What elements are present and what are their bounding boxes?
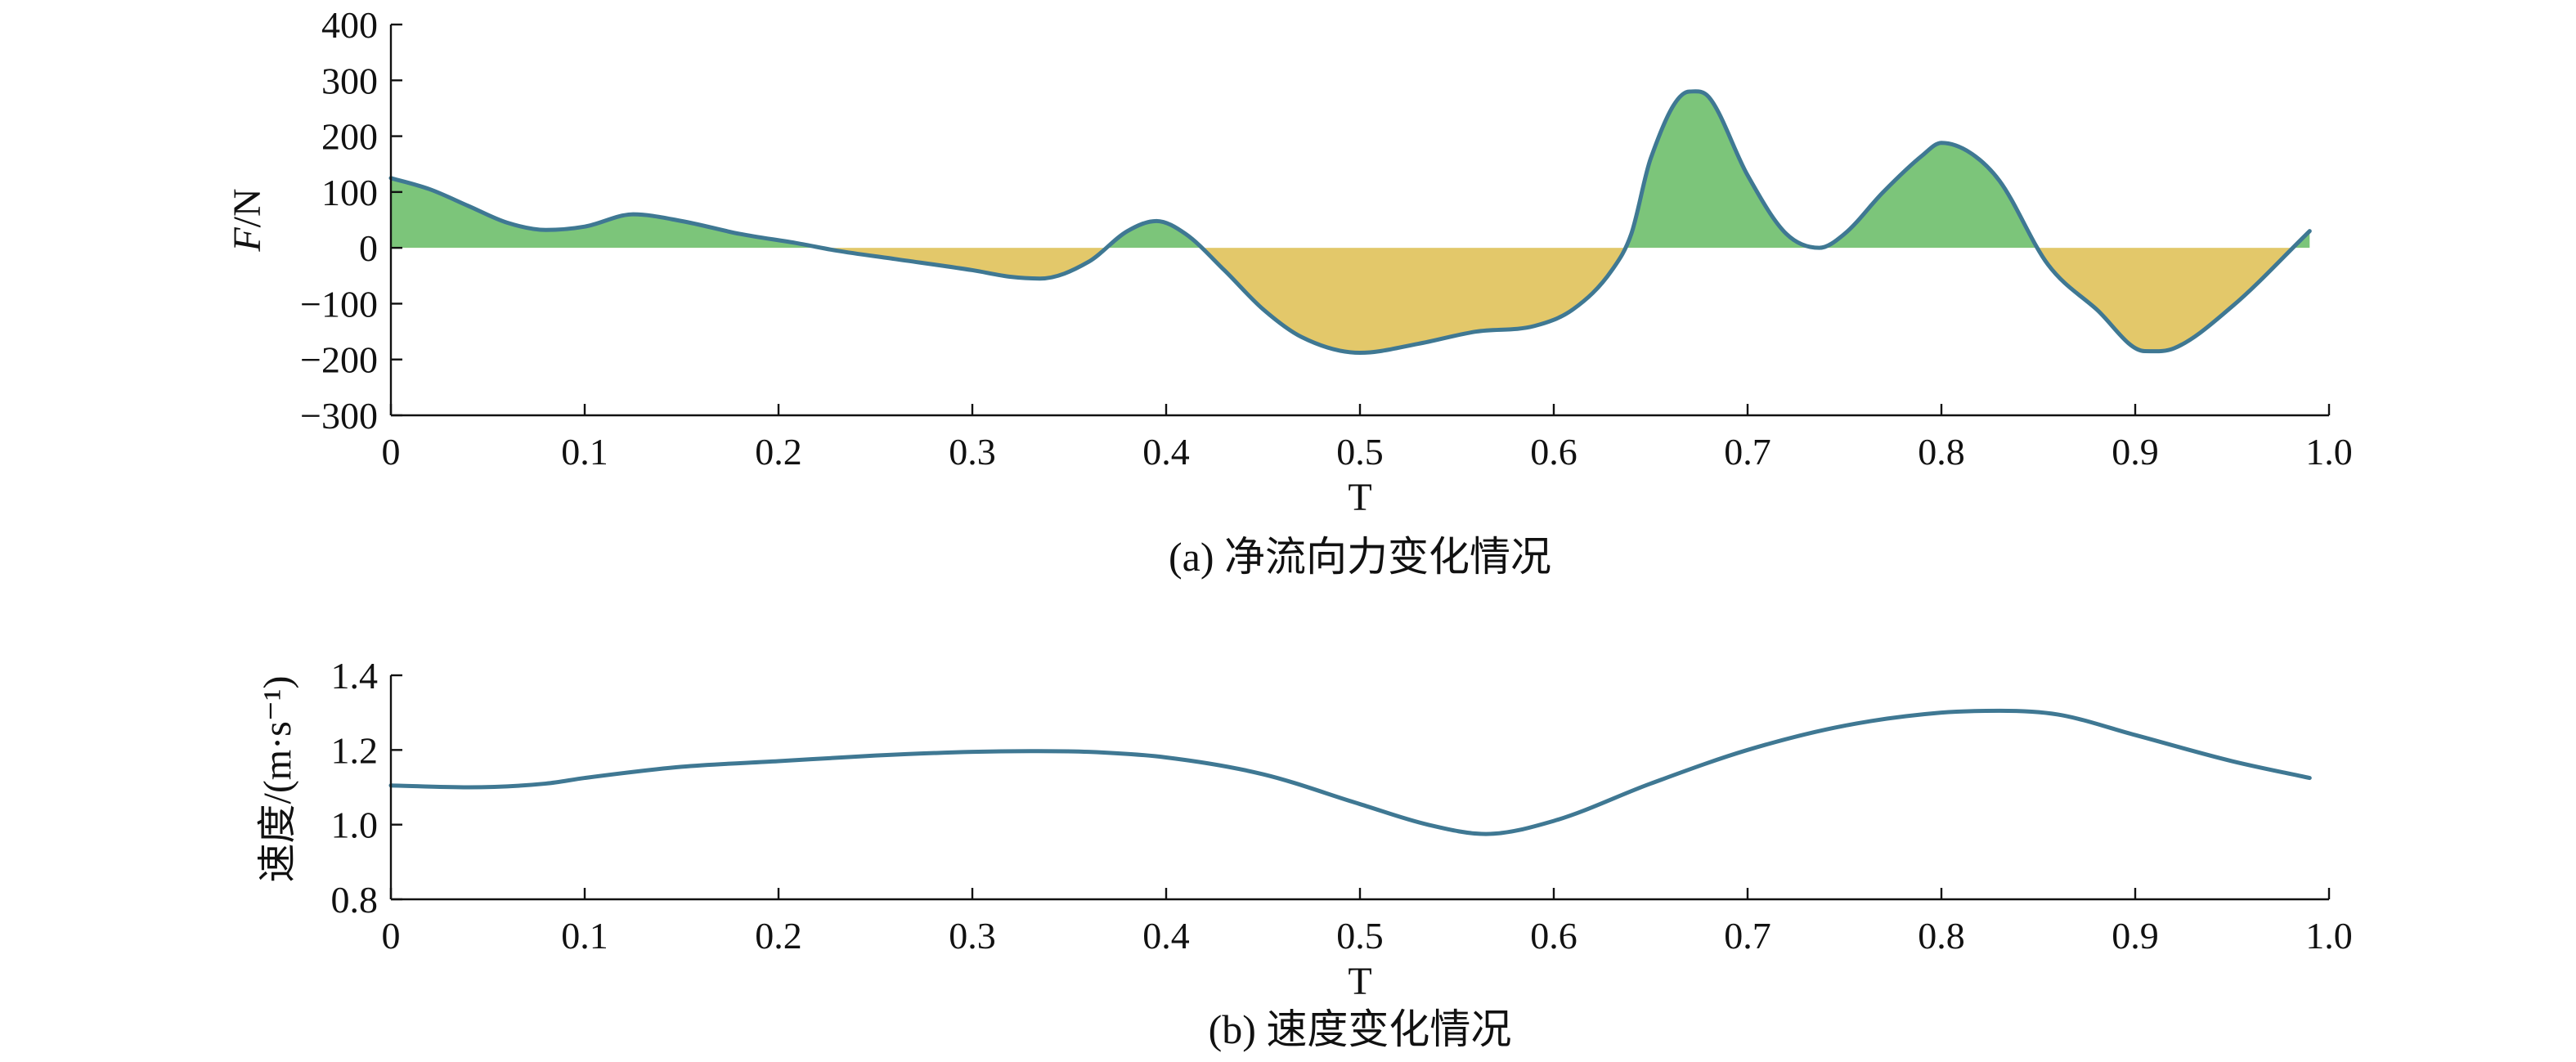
x-tick-label: 0.2 <box>755 431 802 473</box>
velocity-y-axis-title: 速度/(m·s⁻¹) <box>256 675 299 882</box>
y-tick-label: −100 <box>300 283 378 325</box>
y-tick-label: 400 <box>321 4 378 46</box>
x-tick-label: 1.0 <box>2305 915 2353 957</box>
net-force-fill-areas <box>391 91 2310 353</box>
net-force-series-line <box>388 89 2312 356</box>
x-tick-label: 0.4 <box>1142 431 1190 473</box>
net-force-y-ticks: 400 300 200 100 0 −100 −200 −300 <box>300 4 402 437</box>
x-tick-label: 0 <box>382 915 401 957</box>
x-tick-label: 0.1 <box>561 915 608 957</box>
x-tick-label: 0.4 <box>1142 915 1190 957</box>
x-tick-label: 0.2 <box>755 915 802 957</box>
y-tick-label: 0 <box>359 227 378 269</box>
x-tick-label: 0.3 <box>949 915 996 957</box>
velocity-y-ticks: 1.4 1.2 1.0 0.8 <box>331 655 402 921</box>
y-tick-label: −200 <box>300 339 378 381</box>
y-tick-label: 100 <box>321 172 378 213</box>
y-tick-label: 1.4 <box>331 655 379 697</box>
x-tick-label: 0.5 <box>1336 431 1384 473</box>
x-tick-label: 0.7 <box>1724 915 1771 957</box>
negative-force-area <box>821 248 2293 353</box>
x-tick-label: 0.9 <box>2112 915 2159 957</box>
y-tick-label: 1.2 <box>331 729 379 771</box>
velocity-series-line <box>388 708 2312 836</box>
y-tick-label: 200 <box>321 116 378 158</box>
velocity-panel: 1.4 1.2 1.0 0.8 0 0.1 0.2 0.3 0.4 0.5 0.6 0.7 0.8 0.… <box>256 655 2353 1052</box>
x-tick-label: 0.8 <box>1918 915 1965 957</box>
y-tick-label: −300 <box>300 395 378 437</box>
positive-force-area <box>391 91 2310 249</box>
x-tick-label: 0.6 <box>1530 915 1577 957</box>
velocity-x-axis-title: T <box>1348 960 1371 1003</box>
x-tick-label: 1.0 <box>2305 431 2353 473</box>
x-tick-label: 0 <box>382 431 401 473</box>
net-force-y-axis-title: F/N <box>226 188 269 252</box>
y-tick-label: 0.8 <box>331 879 379 921</box>
x-tick-label: 0.7 <box>1724 431 1771 473</box>
x-tick-label: 0.3 <box>949 431 996 473</box>
net-force-caption: (a) 净流向力变化情况 <box>1169 534 1551 580</box>
y-tick-label: 300 <box>321 60 378 101</box>
x-tick-label: 0.1 <box>561 431 608 473</box>
velocity-x-ticks: 0 0.1 0.2 0.3 0.4 0.5 0.6 0.7 0.8 0.9 1.0 <box>382 888 2353 957</box>
x-tick-label: 0.9 <box>2112 431 2159 473</box>
net-force-x-ticks: 0 0.1 0.2 0.3 0.4 0.5 0.6 0.7 0.8 0.9 1.0 <box>382 404 2353 473</box>
x-tick-label: 0.8 <box>1918 431 1965 473</box>
x-tick-label: 0.5 <box>1336 915 1384 957</box>
y-tick-label: 1.0 <box>331 804 379 846</box>
x-tick-label: 0.6 <box>1530 431 1577 473</box>
velocity-caption: (b) 速度变化情况 <box>1209 1006 1512 1052</box>
net-force-x-axis-title: T <box>1348 476 1371 519</box>
